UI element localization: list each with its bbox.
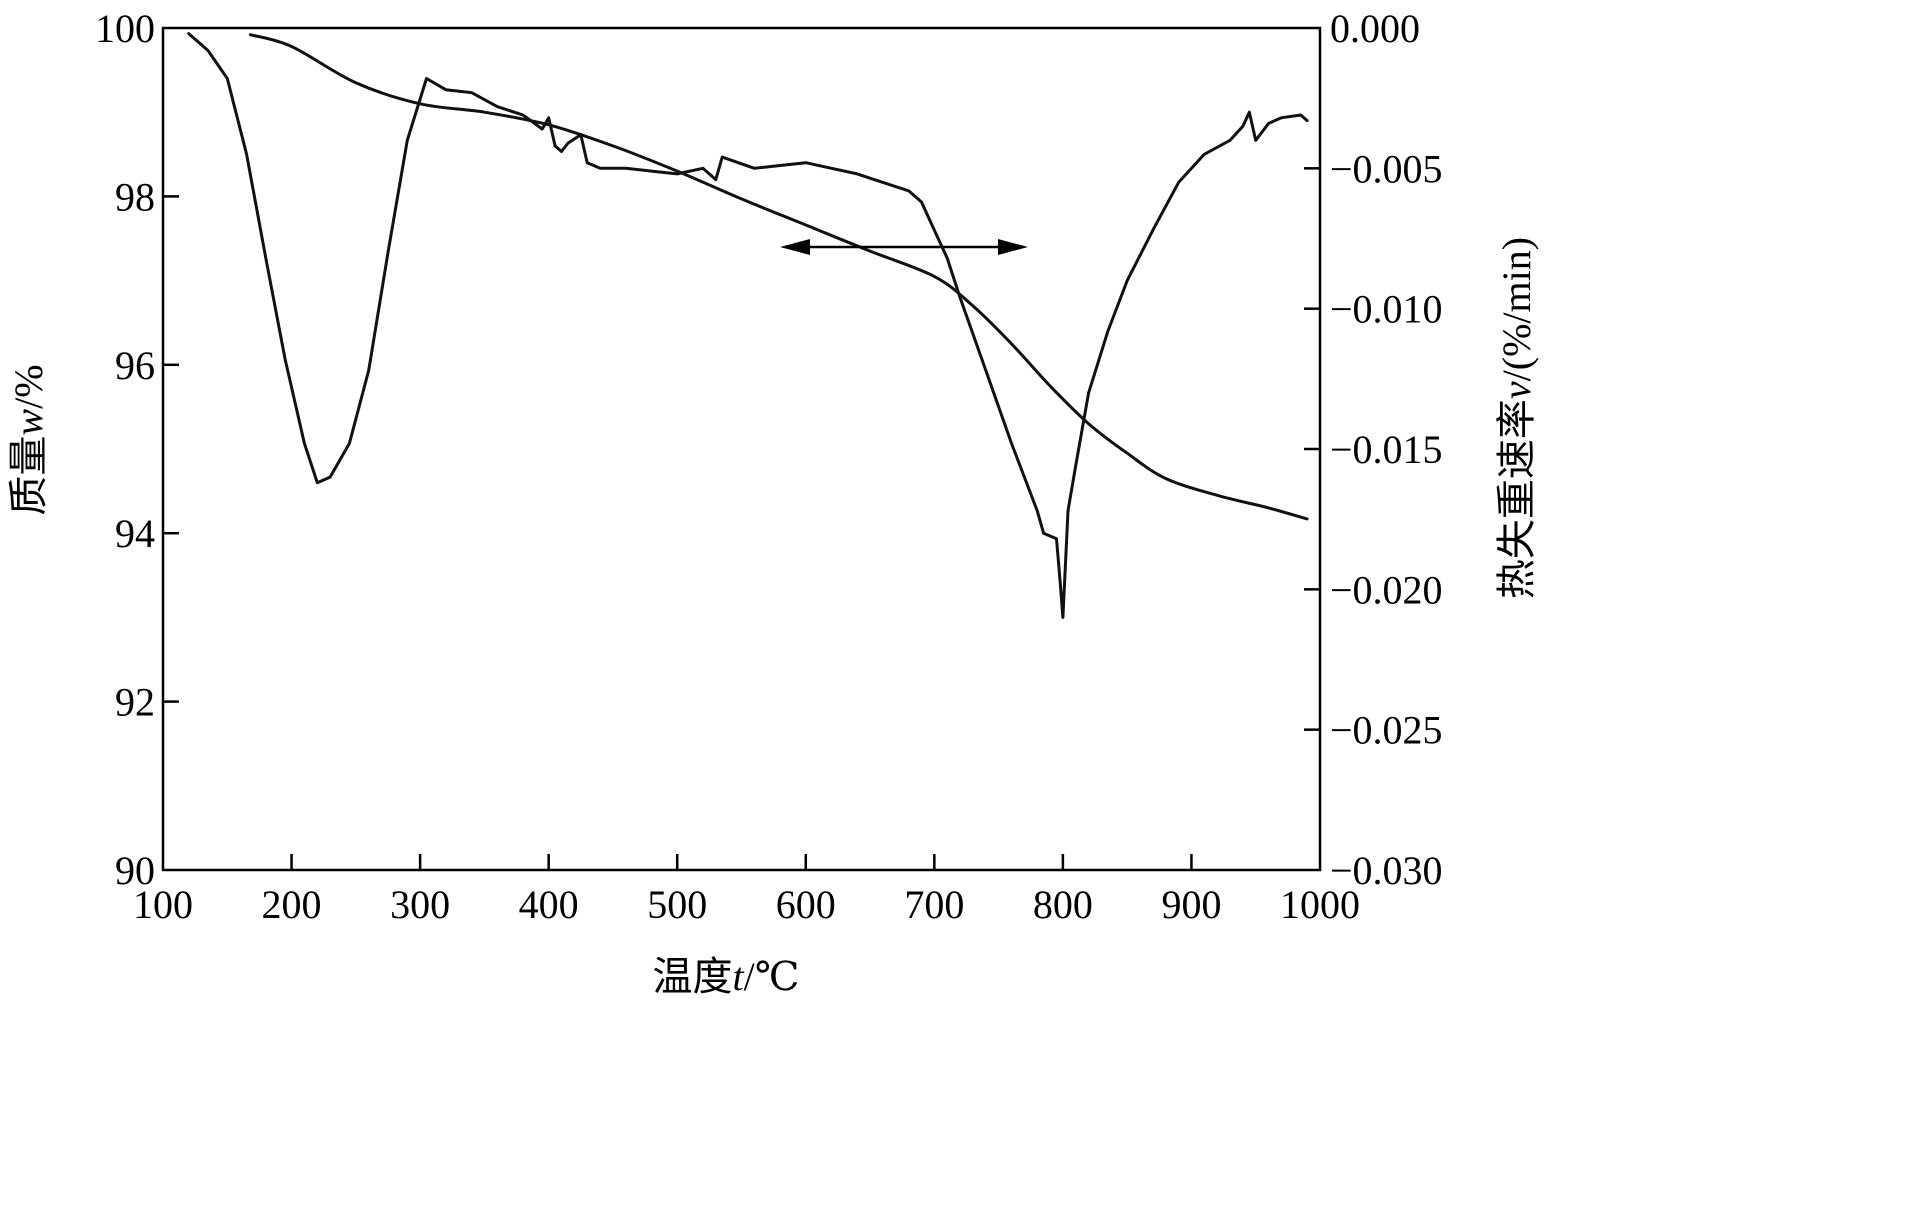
right-y-axis-title: 热失重速率v/(%/min) (1494, 237, 1539, 599)
x-tick-label: 200 (262, 882, 322, 927)
right-y-tick-label: 0.000 (1330, 6, 1420, 51)
right-y-tick-label: −0.015 (1330, 427, 1443, 472)
x-tick-label: 900 (1161, 882, 1221, 927)
right-y-tick-label: −0.005 (1330, 146, 1443, 191)
left-y-tick-label: 94 (115, 511, 155, 556)
x-tick-label: 800 (1033, 882, 1093, 927)
double-arrow (780, 239, 1028, 255)
right-y-tick-label: −0.020 (1330, 567, 1443, 612)
left-y-tick-label: 98 (115, 174, 155, 219)
x-tick-label: 100 (133, 882, 193, 927)
plot-frame (161, 26, 1322, 872)
mass-curve (248, 33, 1309, 521)
x-tick-label: 700 (904, 882, 964, 927)
x-tick-label: 500 (647, 882, 707, 927)
x-tick-label: 400 (519, 882, 579, 927)
right-y-tick-label: −0.030 (1330, 848, 1443, 893)
left-y-tick-label: 90 (115, 848, 155, 893)
x-axis-ticks: 100 200 300 400 500 600 700 800 900 1000 (133, 854, 1360, 927)
left-y-axis-ticks: 90 92 94 96 98 100 (95, 6, 179, 893)
right-y-tick-label: −0.025 (1330, 708, 1443, 753)
tga-chart: 100 200 300 400 500 600 700 800 900 1000 90 92 94 96… (6, 6, 1539, 999)
mass-loss-rate-curve (187, 32, 1309, 619)
x-axis-title: 温度t/℃ (653, 954, 800, 999)
left-y-tick-label: 92 (115, 680, 155, 725)
x-tick-label: 300 (390, 882, 450, 927)
right-y-tick-label: −0.010 (1330, 287, 1443, 332)
right-y-axis-ticks: 0.000 −0.005 −0.010 −0.015 −0.020 −0.025 −0.03… (1304, 6, 1443, 893)
left-y-tick-label: 100 (95, 6, 155, 51)
x-tick-label: 1000 (1280, 882, 1360, 927)
left-y-tick-label: 96 (115, 343, 155, 388)
x-tick-label: 600 (776, 882, 836, 927)
left-y-axis-title: 质量w/% (6, 364, 51, 515)
